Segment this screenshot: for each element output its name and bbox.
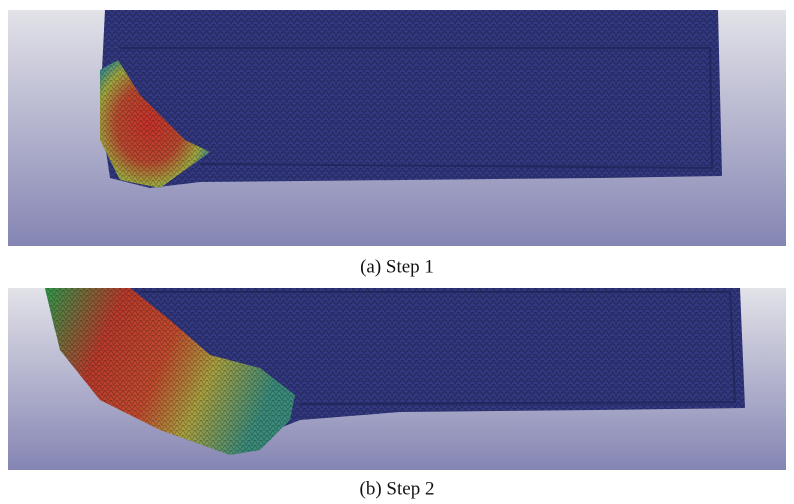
- caption: (b) Step 2: [360, 478, 435, 499]
- caption: (a) Step 1: [360, 256, 434, 277]
- panel-b: (b) Step 2: [8, 288, 786, 499]
- figure: (a) Step 1 (b) Step 2: [0, 0, 794, 504]
- panel-a: (a) Step 1: [8, 10, 786, 277]
